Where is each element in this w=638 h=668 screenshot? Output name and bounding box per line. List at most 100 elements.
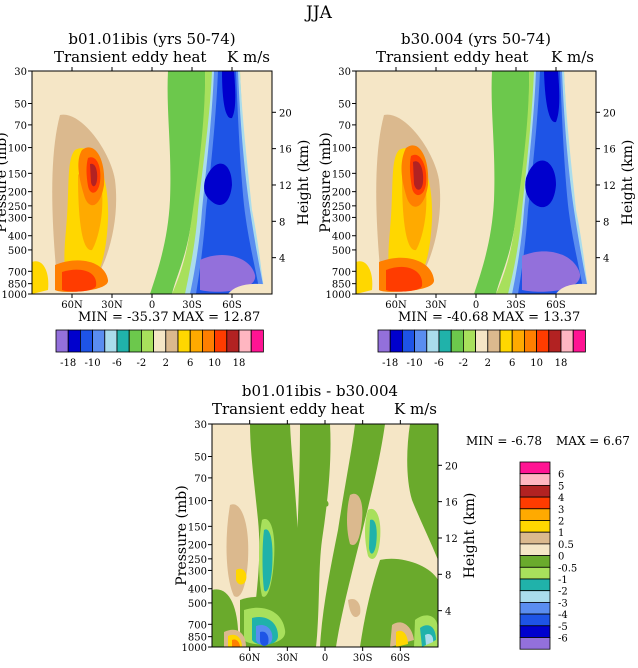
panel-2-colorbar: -18 -10 -6 -2 2 6 10 18	[377, 329, 586, 369]
panel-2-subtitle-right: K m/s	[551, 48, 594, 66]
panel-3-colorbar-label: -5	[558, 622, 568, 633]
panel-3-xtick-label: 30N	[277, 653, 299, 664]
panel-1-colorbar-cell	[214, 329, 228, 353]
panel-1-subtitle-left: Transient eddy heat	[54, 48, 206, 66]
panel-2-min: MIN = -40.68	[398, 310, 489, 325]
panel-3-ytick-label: 200	[188, 541, 207, 552]
panel-2-colorbar-cell	[401, 329, 415, 353]
panel-1-colorbar-label: 6	[187, 358, 193, 369]
panel-2-colorbar-label: -6	[434, 358, 444, 369]
panel-2-colorbar-cell	[414, 329, 428, 353]
panel-3-colorbar-label: -6	[558, 634, 568, 645]
panel-2-xtick-label: 60S	[546, 300, 566, 311]
panel-2-colorbar-cell	[511, 329, 525, 353]
panel-3-colorbar-label: 0	[558, 552, 564, 563]
panel-1-title: b01.01ibis (yrs 50-74)	[68, 30, 235, 48]
panel-2-ytick-label: 850	[332, 280, 351, 291]
panel-3-colorbar-label: -3	[558, 598, 568, 609]
panel-2-ytick-label: 700	[332, 267, 351, 278]
panel-3-xtick-label: 60N	[239, 653, 261, 664]
panel-1-ytick-label: 50	[14, 99, 27, 110]
panel-2-ylabel-right: Height (km)	[620, 140, 636, 226]
panel-2-colorbar-cell	[499, 329, 513, 353]
panel-1-colorbar-cell	[92, 329, 106, 353]
panel-1-ytick-label: 150	[8, 169, 27, 180]
panel-3-colorbar-label: -2	[558, 587, 568, 598]
panel-3-ytick-label: 100	[188, 497, 207, 508]
panel-3-colorbar-label: 4	[558, 493, 564, 504]
panel-1-colorbar-cell	[104, 329, 118, 353]
panel-1-ytick-label: 700	[8, 267, 27, 278]
panel-3-xtick-label: 30S	[353, 653, 373, 664]
panel-1-ylabel-right: Height (km)	[296, 140, 312, 226]
panel-2-htick-label: 4	[603, 254, 609, 265]
panel-3-ytick-label: 50	[194, 452, 207, 463]
panel-1-colorbar-label: 2	[163, 358, 169, 369]
panel-3-colorbar-label: 3	[558, 505, 564, 516]
panel-3-ytick-label: 700	[188, 620, 207, 631]
panel-3-ylabel-right: Height (km)	[462, 493, 478, 579]
panel-3-axes: 305070100150200250300400500700850100060N…	[174, 420, 478, 664]
panel-1-colorbar-cell	[165, 329, 179, 353]
panel-3-htick-label: 4	[445, 607, 451, 618]
panel-3-colorbar-label: 2	[558, 517, 564, 528]
panel-2-htick-label: 12	[603, 181, 616, 192]
panel-2-colorbar-cell	[524, 329, 538, 353]
panel-1-colorbar-cell	[128, 329, 142, 353]
panel-2-subtitle-left: Transient eddy heat	[376, 48, 528, 66]
panel-2-xtick-label: 60N	[385, 300, 407, 311]
panel-1-colorbar-cell	[116, 329, 130, 353]
panel-2-colorbar-cell	[377, 329, 391, 353]
panel-2: b30.004 (yrs 50-74) Transient eddy heat …	[318, 30, 636, 369]
panel-1-colorbar-cell	[67, 329, 81, 353]
panel-2-colorbar-label: -18	[382, 358, 398, 369]
panel-1-colorbar-cell	[250, 329, 264, 353]
panel-3-colorbar-cell	[519, 625, 551, 638]
panel-3-xtick-label: 60S	[391, 653, 411, 664]
panel-3-ytick-label: 70	[194, 474, 207, 485]
panel-3-colorbar-cell	[519, 531, 551, 545]
panel-2-htick-label: 16	[603, 145, 616, 156]
panel-2-colorbar-cell	[560, 329, 574, 353]
panel-3: b01.01ibis - b30.004 Transient eddy heat…	[174, 382, 630, 664]
panel-2-ytick-label: 100	[332, 144, 351, 155]
panel-2-ytick-label: 400	[332, 232, 351, 243]
panel-2-colorbar-cell	[572, 329, 586, 353]
panel-1-xtick-label: 60N	[61, 300, 83, 311]
panel-1-colorbar-label: 10	[208, 358, 221, 369]
panel-3-colorbar-label: -0.5	[558, 563, 577, 574]
panel-1-colorbar-label: -10	[85, 358, 101, 369]
panel-3-min: MIN = -6.78	[466, 434, 542, 448]
panel-3-ytick-label: 500	[188, 599, 207, 610]
panel-3-colorbar-cell	[519, 578, 551, 592]
panel-1-ytick-label: 30	[14, 67, 27, 78]
panel-3-colorbar-cell	[519, 543, 551, 557]
panel-3-colorbar-cell	[519, 602, 551, 615]
panel-1-axes: 305070100150200250300400500700850100060N…	[0, 67, 312, 311]
panel-1-colorbar-label: -18	[60, 358, 76, 369]
panel-1-colorbar-cell	[80, 329, 94, 353]
panel-3-colorbar-cell	[519, 473, 551, 486]
panel-3-max: MAX = 6.67	[556, 434, 630, 448]
panel-2-colorbar-label: 2	[485, 358, 491, 369]
panel-1-max: MAX = 12.87	[172, 310, 260, 325]
panel-2-ytick-label: 250	[332, 202, 351, 213]
panel-3-colorbar-label: -4	[558, 610, 568, 621]
panel-1-htick-label: 4	[279, 254, 285, 265]
panel-1-colorbar-label: 18	[233, 358, 246, 369]
panel-1-field	[32, 71, 272, 294]
panel-3-htick-label: 12	[445, 534, 458, 545]
panel-2-xtick-label: 30S	[506, 300, 526, 311]
panel-3-ytick-label: 850	[188, 633, 207, 644]
panel-1-xtick-label: 0	[149, 300, 155, 311]
panel-3-field	[212, 424, 438, 647]
panel-2-max: MAX = 13.37	[492, 310, 580, 325]
panel-1-colorbar-cell	[55, 329, 69, 353]
panel-2-ytick-label: 30	[338, 67, 351, 78]
panel-2-ytick-label: 200	[332, 188, 351, 199]
panel-3-colorbar-cell	[519, 461, 551, 475]
panel-1-subtitle-right: K m/s	[227, 48, 270, 66]
panel-1-colorbar-cell	[153, 329, 167, 353]
panel-3-colorbar-cell	[519, 555, 551, 568]
